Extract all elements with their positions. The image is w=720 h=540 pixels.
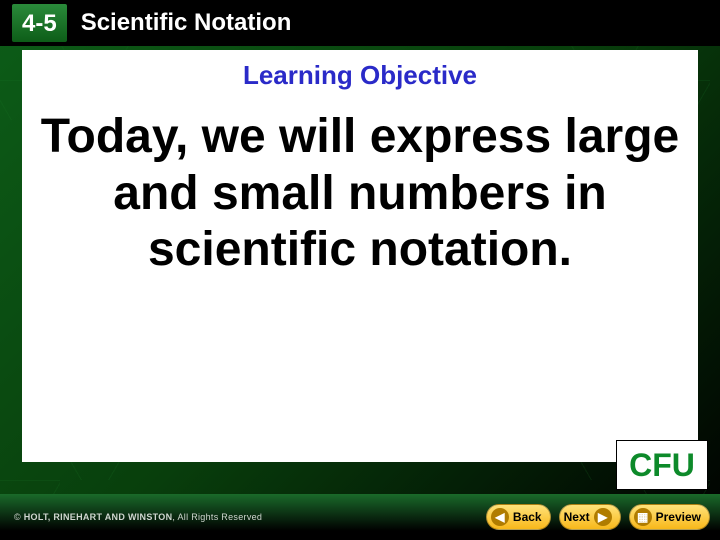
- header-bar: 4-5 Scientific Notation: [0, 0, 720, 46]
- next-label: Next: [564, 510, 590, 524]
- copyright-text: © HOLT, RINEHART AND WINSTON, All Rights…: [0, 512, 486, 522]
- nav-buttons: ◀ Back Next ▶ ▦ Preview: [486, 504, 720, 530]
- copyright-symbol: ©: [14, 512, 21, 522]
- back-arrow-icon: ◀: [491, 508, 509, 526]
- back-button[interactable]: ◀ Back: [486, 504, 551, 530]
- learning-objective-title: Learning Objective: [40, 60, 680, 91]
- learning-objective-body: Today, we will express large and small n…: [40, 109, 680, 279]
- content-card: Learning Objective Today, we will expres…: [22, 50, 698, 462]
- preview-button[interactable]: ▦ Preview: [629, 504, 710, 530]
- section-title: Scientific Notation: [81, 9, 292, 37]
- cfu-box[interactable]: CFU: [616, 440, 708, 490]
- section-number-badge: 4-5: [12, 4, 67, 42]
- publisher-name: HOLT, RINEHART AND WINSTON: [24, 512, 173, 522]
- next-button[interactable]: Next ▶: [559, 504, 621, 530]
- next-arrow-icon: ▶: [594, 508, 612, 526]
- preview-grid-icon: ▦: [634, 508, 652, 526]
- cfu-label: CFU: [629, 447, 695, 484]
- back-label: Back: [513, 510, 542, 524]
- preview-label: Preview: [656, 510, 701, 524]
- slide: 4-5 Scientific Notation Learning Objecti…: [0, 0, 720, 540]
- footer-bar: © HOLT, RINEHART AND WINSTON, All Rights…: [0, 494, 720, 540]
- rights-text: , All Rights Reserved: [172, 512, 262, 522]
